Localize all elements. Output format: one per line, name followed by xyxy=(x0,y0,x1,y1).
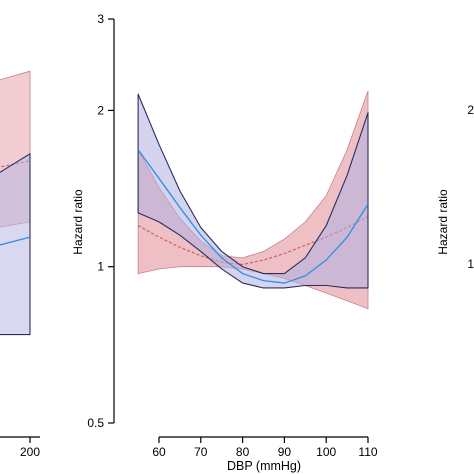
center-y-axis-label: Hazard ratio xyxy=(71,189,85,255)
y-tick-label: 3 xyxy=(97,12,104,26)
center-y-axis: 0.5 1 2 3 xyxy=(87,12,115,430)
left-x-axis: 200 xyxy=(0,436,40,459)
right-y-tick-label: 1 xyxy=(467,257,474,271)
y-tick-label: 1 xyxy=(97,260,104,274)
x-tick-label: 110 xyxy=(358,445,377,459)
x-tick-label: 80 xyxy=(236,445,250,459)
y-tick-label: 0.5 xyxy=(87,416,104,430)
right-panel: Hazard ratio 2 1 xyxy=(436,103,474,271)
x-tick-label: 100 xyxy=(316,445,336,459)
left-confidence-band xyxy=(0,152,31,336)
left-x-tick-label: 200 xyxy=(20,445,40,459)
center-x-axis: 60 70 80 90 100 110 xyxy=(152,436,378,459)
right-y-tick-label: 2 xyxy=(467,103,474,117)
confidence-band xyxy=(137,93,369,289)
center-x-axis-label: DBP (mmHg) xyxy=(227,459,301,473)
hazard-ratio-line xyxy=(137,149,369,284)
x-tick-label: 60 xyxy=(152,445,166,459)
center-panel: 0.5 1 2 3 60 70 80 90 100 110 DBP (mmHg) Hazard … xyxy=(71,12,378,473)
left-panel: 200 xyxy=(0,70,40,459)
x-tick-label: 90 xyxy=(278,445,292,459)
right-y-axis-label: Hazard ratio xyxy=(436,189,450,255)
y-tick-label: 2 xyxy=(97,103,104,117)
x-tick-label: 70 xyxy=(194,445,208,459)
